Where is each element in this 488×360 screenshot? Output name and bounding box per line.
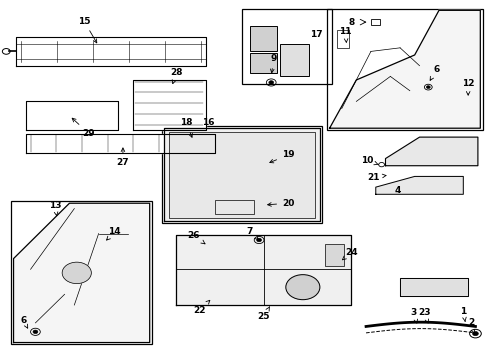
Text: 11: 11 bbox=[339, 27, 351, 42]
Text: 25: 25 bbox=[257, 307, 270, 321]
Bar bbox=[336, 30, 348, 48]
Bar bbox=[162, 126, 322, 223]
Polygon shape bbox=[176, 235, 351, 305]
Text: 17: 17 bbox=[309, 30, 322, 39]
Polygon shape bbox=[132, 80, 205, 130]
Bar bbox=[242, 9, 331, 84]
Text: 9: 9 bbox=[270, 54, 276, 73]
Text: 14: 14 bbox=[106, 227, 121, 240]
Text: 13: 13 bbox=[48, 201, 61, 216]
Circle shape bbox=[471, 332, 477, 336]
Text: 27: 27 bbox=[117, 148, 129, 167]
Polygon shape bbox=[26, 134, 215, 153]
Text: 22: 22 bbox=[193, 300, 209, 315]
Text: 19: 19 bbox=[269, 150, 294, 163]
Text: 12: 12 bbox=[461, 79, 473, 95]
Circle shape bbox=[256, 238, 261, 242]
Text: 1: 1 bbox=[459, 307, 466, 321]
Text: 2: 2 bbox=[468, 318, 474, 333]
Text: 29: 29 bbox=[72, 118, 95, 138]
Circle shape bbox=[268, 81, 273, 84]
Bar bbox=[215, 200, 254, 214]
Text: 20: 20 bbox=[267, 199, 294, 208]
Circle shape bbox=[33, 330, 38, 334]
Bar bbox=[169, 132, 314, 217]
Text: 18: 18 bbox=[180, 118, 192, 137]
Polygon shape bbox=[329, 10, 479, 128]
Text: 6: 6 bbox=[20, 315, 28, 328]
Text: 8: 8 bbox=[347, 18, 354, 27]
Circle shape bbox=[62, 262, 91, 284]
Bar bbox=[11, 202, 152, 344]
Text: 6: 6 bbox=[429, 65, 439, 80]
Bar bbox=[326, 9, 482, 130]
Bar bbox=[370, 19, 379, 25]
Text: 21: 21 bbox=[366, 173, 385, 182]
Polygon shape bbox=[26, 102, 118, 130]
Polygon shape bbox=[399, 278, 467, 296]
Bar bbox=[250, 53, 277, 73]
Circle shape bbox=[426, 86, 429, 89]
Polygon shape bbox=[164, 128, 319, 221]
Bar bbox=[324, 244, 344, 266]
Text: 4: 4 bbox=[394, 186, 400, 195]
Text: 23: 23 bbox=[417, 308, 430, 323]
Polygon shape bbox=[14, 203, 149, 342]
Polygon shape bbox=[385, 137, 477, 166]
Text: 28: 28 bbox=[170, 68, 183, 84]
Text: 3: 3 bbox=[410, 308, 417, 323]
Bar bbox=[279, 44, 308, 76]
Text: 16: 16 bbox=[202, 118, 214, 127]
Circle shape bbox=[285, 275, 319, 300]
Text: 7: 7 bbox=[245, 227, 258, 239]
Polygon shape bbox=[375, 176, 462, 194]
Polygon shape bbox=[16, 37, 205, 66]
Text: 26: 26 bbox=[187, 231, 204, 244]
Text: 10: 10 bbox=[360, 156, 378, 165]
Text: 15: 15 bbox=[78, 17, 97, 43]
Bar bbox=[250, 26, 277, 51]
Text: 24: 24 bbox=[342, 248, 357, 260]
